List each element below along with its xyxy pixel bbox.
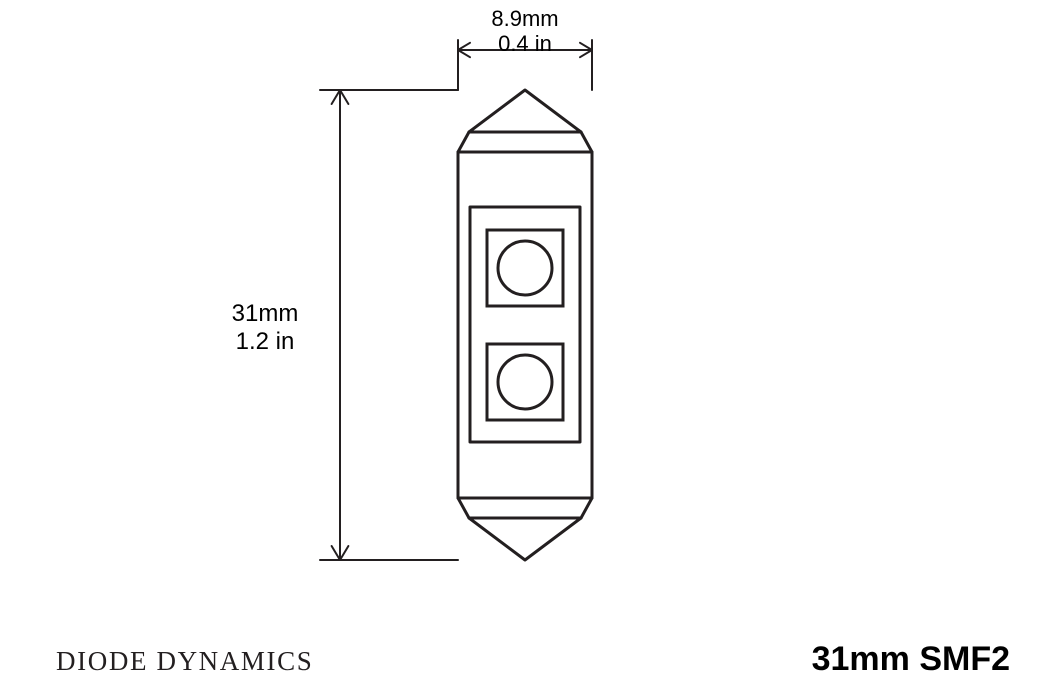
width-mm: 8.9mm [465, 6, 585, 31]
width-in: 0.4 in [465, 31, 585, 56]
width-dimension-label: 8.9mm 0.4 in [465, 6, 585, 57]
height-mm: 31mm [210, 300, 320, 328]
height-dimension-label: 31mm 1.2 in [210, 300, 320, 355]
brand-label: DIODE DYNAMICS [56, 646, 313, 677]
height-in: 1.2 in [210, 328, 320, 356]
product-label: 31mm SMF2 [812, 640, 1010, 679]
diagram-canvas: 8.9mm 0.4 in 31mm 1.2 in DIODE DYNAMICS … [0, 0, 1050, 700]
technical-drawing [0, 0, 1050, 700]
